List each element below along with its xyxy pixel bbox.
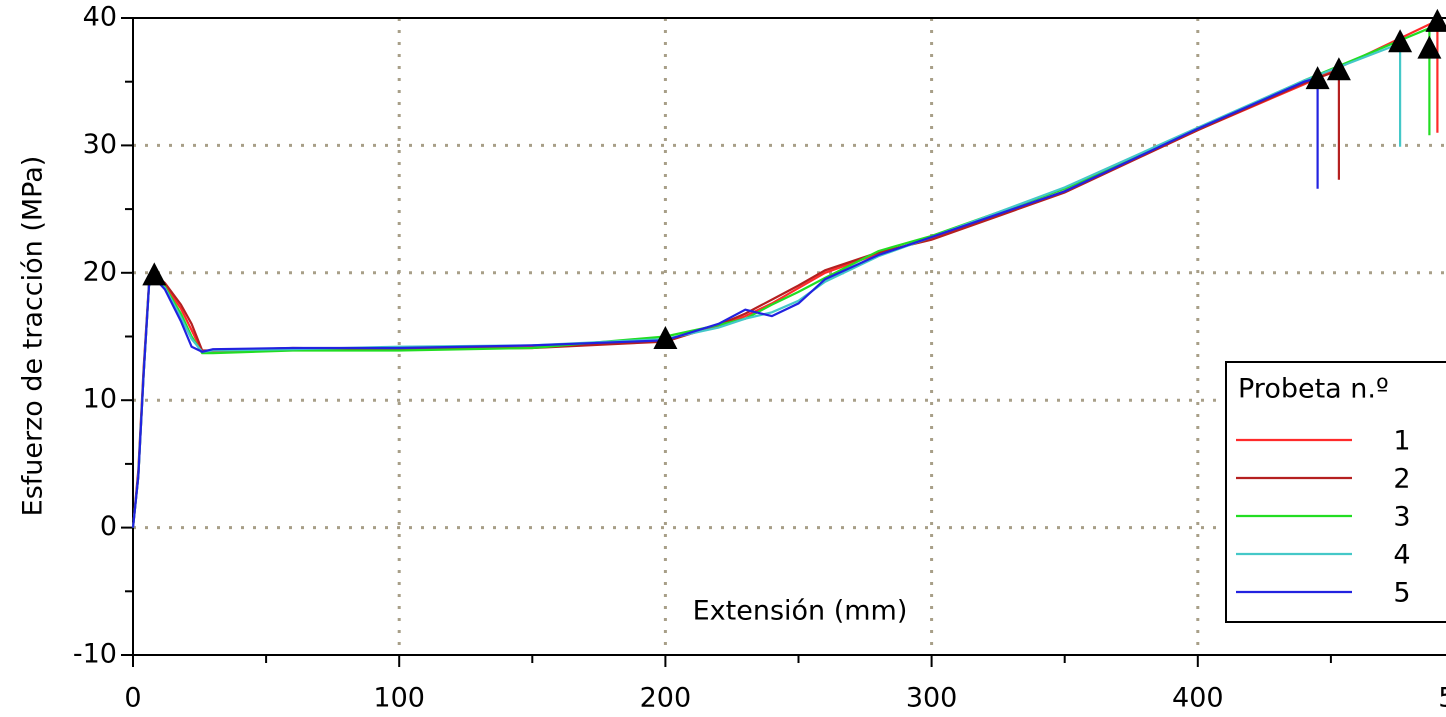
x-tick-label: 200 xyxy=(640,683,692,714)
y-tick-label: 0 xyxy=(100,511,117,542)
x-axis-label: Extensión (mm) xyxy=(693,596,908,627)
series-line xyxy=(131,41,1402,528)
series-line xyxy=(131,68,1340,528)
marker xyxy=(653,326,678,350)
legend-label: 2 xyxy=(1393,464,1410,495)
marker xyxy=(142,262,167,286)
x-tick-label: 400 xyxy=(1172,683,1224,714)
marker xyxy=(1326,57,1351,81)
y-tick-label: 40 xyxy=(83,2,117,33)
marker xyxy=(1305,66,1330,90)
legend-label: 4 xyxy=(1393,540,1410,571)
x-tick-label: 300 xyxy=(906,683,958,714)
y-tick-label: -10 xyxy=(73,639,117,670)
x-tick-label: 500 xyxy=(1438,683,1446,714)
y-axis-label: Esfuerzo de tracción (MPa) xyxy=(18,156,49,517)
legend-label: 1 xyxy=(1393,426,1410,457)
y-tick-label: 10 xyxy=(83,384,117,415)
x-tick-label: 100 xyxy=(373,683,425,714)
y-tick-label: 30 xyxy=(83,129,117,160)
series-line xyxy=(131,76,1319,528)
x-tick-label: 0 xyxy=(124,683,141,714)
marker xyxy=(1417,35,1442,59)
marker xyxy=(1388,29,1413,53)
y-tick-label: 20 xyxy=(83,256,117,287)
legend-label: 3 xyxy=(1393,502,1410,533)
legend-label: 5 xyxy=(1393,578,1410,609)
legend-title: Probeta n.º xyxy=(1238,374,1389,405)
legend: Probeta n.º1 2 3 4 5 xyxy=(1225,361,1446,623)
marker xyxy=(1425,8,1446,32)
legend-box xyxy=(1225,361,1446,623)
